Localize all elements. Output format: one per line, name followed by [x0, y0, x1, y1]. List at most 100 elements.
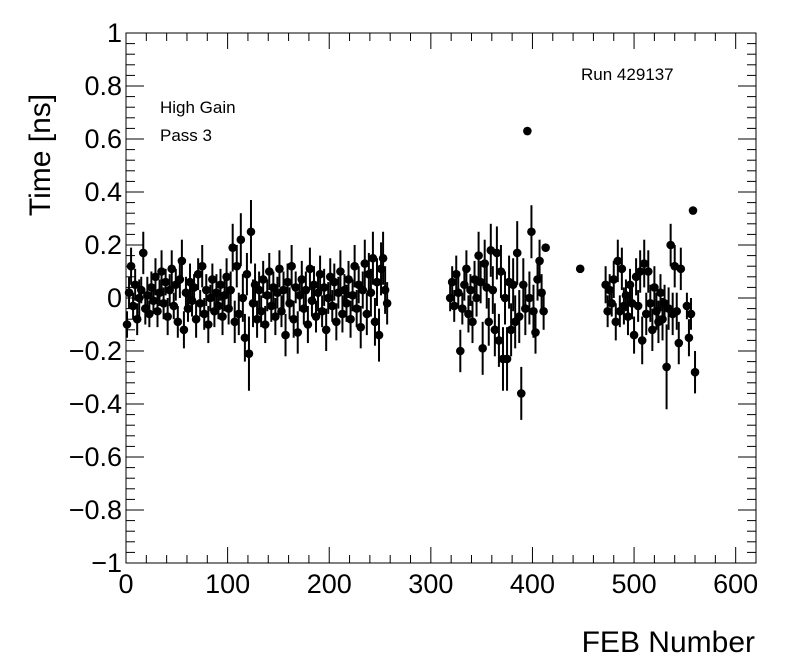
data-point [346, 314, 355, 324]
data-point [378, 253, 388, 263]
data-point [336, 267, 345, 276]
data-point [279, 285, 288, 295]
data-point [603, 306, 612, 316]
data-point [254, 285, 264, 295]
data-point [623, 312, 633, 321]
axis-ticks-layer [125, 32, 757, 564]
y-tick-label: 0.2 [84, 230, 122, 260]
data-point [447, 277, 457, 287]
data-point [181, 288, 191, 298]
data-point [287, 261, 296, 271]
data-point [204, 320, 213, 329]
data-point [362, 309, 372, 319]
data-point [293, 328, 303, 337]
data-point [356, 322, 366, 332]
data-point [456, 346, 465, 356]
x-tick-label: 0 [118, 569, 133, 599]
data-point [531, 328, 540, 337]
data-point [305, 264, 315, 274]
data-point [208, 275, 217, 284]
data-point [163, 312, 172, 321]
data-point [639, 259, 649, 268]
data-point [338, 309, 347, 319]
x-tick-label: 200 [307, 569, 352, 599]
data-point [242, 269, 252, 279]
data-point [688, 206, 698, 215]
data-point [311, 312, 321, 321]
data-point [173, 317, 183, 327]
run-annotation: Run 429137 [581, 65, 674, 84]
data-point [453, 288, 463, 298]
data-point [138, 248, 148, 258]
data-point [130, 280, 140, 290]
data-point [267, 301, 276, 311]
data-point [523, 126, 532, 136]
data-point [193, 269, 203, 279]
data-point [476, 277, 485, 287]
data-point [195, 299, 205, 308]
y-tick-label: 0.4 [84, 177, 122, 207]
data-point [165, 285, 174, 295]
data-point [682, 301, 692, 311]
data-point [342, 299, 351, 308]
data-point [458, 304, 467, 313]
data-point [366, 288, 376, 298]
data-point [128, 301, 138, 311]
data-point [153, 306, 162, 316]
data-point [321, 325, 331, 335]
data-point [236, 235, 246, 244]
data-point [214, 301, 223, 311]
data-point [646, 299, 655, 308]
data-point [674, 338, 684, 348]
data-point [607, 299, 617, 308]
data-point [275, 264, 284, 274]
x-tick-label: 300 [408, 569, 453, 599]
data-point [309, 280, 319, 290]
data-point [368, 253, 378, 263]
data-point [348, 291, 357, 300]
data-point [508, 280, 518, 290]
data-point [161, 277, 170, 287]
y-tick-label: 1 [107, 18, 122, 48]
data-point [370, 317, 380, 327]
data-point [124, 288, 134, 298]
data-point [303, 320, 313, 329]
y-tick-label: −0.6 [69, 442, 122, 472]
data-point [277, 306, 286, 316]
y-tick-label: −0.8 [69, 495, 122, 525]
data-point [527, 227, 536, 237]
data-point [177, 256, 187, 266]
data-point [291, 283, 300, 292]
data-point [319, 283, 329, 292]
data-point [271, 312, 280, 321]
data-point [230, 317, 240, 327]
data-point [218, 312, 227, 321]
data-point [327, 301, 337, 311]
data-point [197, 261, 207, 271]
data-point [666, 240, 675, 250]
data-point [613, 256, 623, 266]
data-point [500, 293, 510, 303]
data-point [289, 314, 298, 324]
data-point [506, 325, 516, 335]
data-point [350, 261, 359, 271]
data-point [686, 309, 696, 319]
data-point [514, 312, 524, 321]
data-point [262, 291, 272, 300]
data-point [246, 227, 256, 237]
data-point [315, 269, 325, 279]
y-tick-label: −1 [91, 548, 122, 578]
data-point [521, 304, 530, 313]
data-point [136, 285, 146, 295]
data-point [525, 293, 534, 303]
data-point [238, 293, 248, 303]
data-point [575, 264, 585, 274]
data-point [352, 304, 361, 313]
data-point [633, 301, 643, 311]
x-axis-title: FEB Number [582, 626, 755, 659]
data-point [492, 248, 502, 258]
data-point [297, 275, 307, 284]
data-point [472, 293, 481, 303]
